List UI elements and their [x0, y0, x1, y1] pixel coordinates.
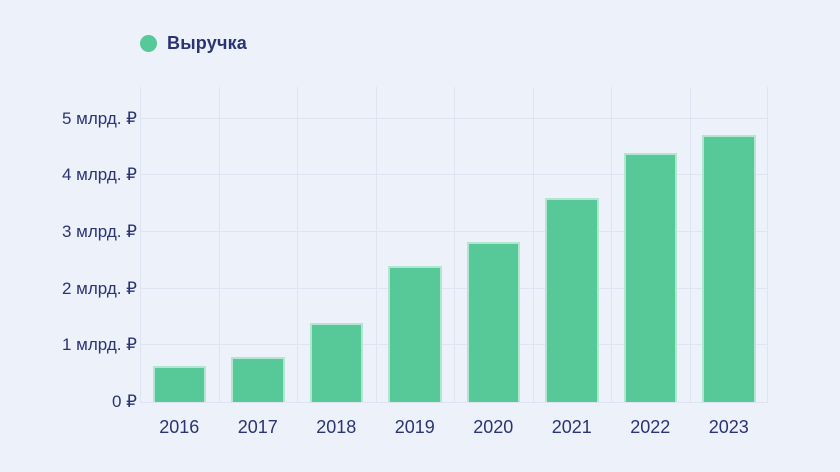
legend-item-revenue[interactable]: Выручка [140, 33, 247, 54]
bar-2022[interactable] [623, 152, 677, 402]
y-axis-label-4: 4 млрд. ₽ [61, 165, 137, 185]
bar-2018[interactable] [309, 322, 363, 402]
vertical-gridline [375, 87, 377, 402]
bar-2019[interactable] [388, 266, 442, 402]
legend-label: Выручка [167, 33, 248, 53]
horizontal-gridline [140, 344, 768, 346]
y-axis-label-0: 0 ₽ [112, 392, 137, 411]
legend-dot-icon [140, 35, 157, 52]
bar-2023[interactable] [702, 134, 756, 402]
x-axis-label-2023: 2023 [708, 417, 749, 437]
x-axis-label-2018: 2018 [316, 417, 357, 437]
x-axis-label-2022: 2022 [630, 417, 671, 437]
vertical-gridline [532, 87, 534, 402]
vertical-gridline [218, 87, 220, 402]
bar-2021[interactable] [545, 198, 599, 402]
x-axis-label-2017: 2017 [237, 417, 278, 437]
vertical-gridline [454, 87, 455, 402]
vertical-gridline [140, 87, 141, 402]
bar-2020[interactable] [466, 242, 520, 402]
horizontal-gridline [140, 174, 768, 176]
bar-2017[interactable] [231, 356, 285, 402]
bar-2016[interactable] [152, 365, 206, 402]
horizontal-gridline [140, 287, 768, 289]
vertical-gridline [611, 87, 612, 402]
x-axis-label-2016: 2016 [159, 417, 200, 437]
vertical-gridline [689, 87, 691, 402]
y-axis-label-5: 5 млрд. ₽ [61, 108, 137, 128]
vertical-gridline [767, 87, 768, 402]
plot-area [140, 87, 768, 403]
vertical-gridline [297, 87, 298, 402]
horizontal-gridline [140, 117, 768, 119]
x-axis-label-2020: 2020 [473, 417, 514, 437]
y-axis-label-1: 1 млрд. ₽ [61, 335, 137, 355]
x-axis-label-2019: 2019 [394, 417, 435, 437]
y-axis-label-2: 2 млрд. ₽ [61, 278, 137, 298]
x-axis-label-2021: 2021 [551, 417, 592, 437]
y-axis-label-3: 3 млрд. ₽ [61, 222, 137, 242]
legend: Выручка [140, 33, 247, 54]
horizontal-gridline [140, 231, 768, 233]
